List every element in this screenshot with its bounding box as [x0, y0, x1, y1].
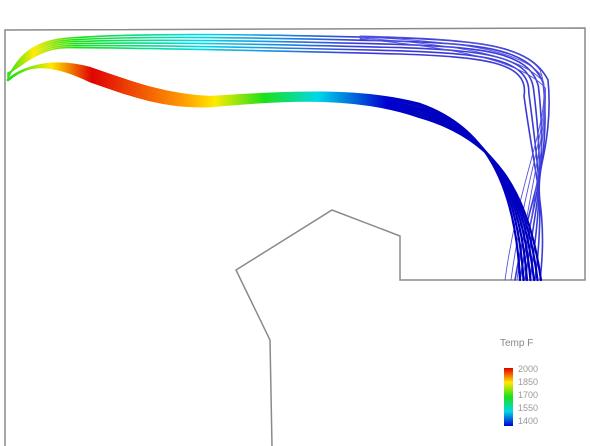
upper-streamline — [7, 39, 543, 281]
legend-tick-label: 1400 — [518, 416, 539, 426]
legend-color-bar — [504, 368, 513, 426]
legend-tick-label: 1850 — [518, 377, 539, 387]
right-streamline — [359, 36, 545, 281]
domain-outline — [4, 27, 586, 446]
lower-streamline — [6, 64, 532, 282]
upper-streamline — [7, 46, 544, 281]
upper-streamline — [7, 33, 550, 281]
legend-title: Temp F — [500, 338, 534, 349]
legend-tick-label: 2000 — [518, 364, 539, 374]
outer-boundary — [4, 27, 586, 446]
legend-tick-label: 1700 — [518, 390, 539, 400]
right-streamline — [359, 37, 546, 281]
upper-streamline — [7, 42, 541, 281]
lower-streamline — [6, 66, 543, 282]
legend-tick-label: 1550 — [518, 403, 539, 413]
temperature-legend: Temp F 2000 1850 1700 1550 1400 — [496, 336, 576, 436]
right-streamline — [359, 38, 546, 281]
right-streamline — [359, 35, 545, 281]
streamlines — [6, 33, 550, 282]
